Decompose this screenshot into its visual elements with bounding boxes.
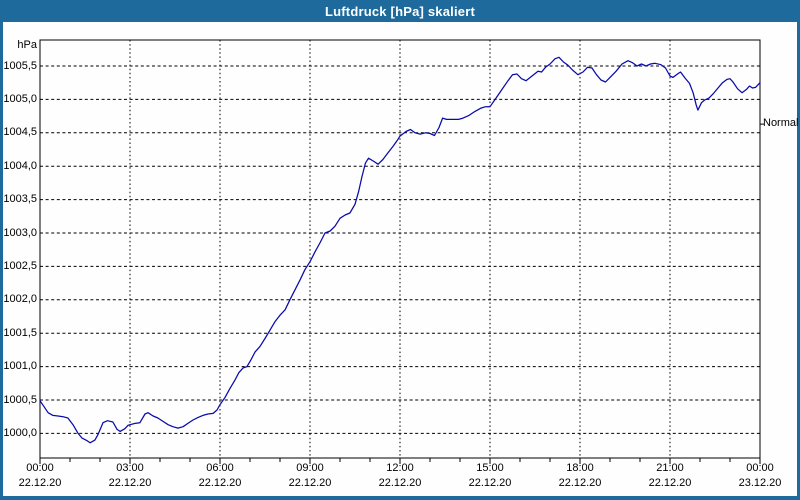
y-tick-label: 1002,5 (3, 259, 37, 272)
window-border-bottom (0, 496, 800, 500)
x-tick-date-label: 22.12.20 (288, 477, 332, 489)
y-axis-unit-label: hPa (17, 39, 37, 51)
y-tick-label: 1001,0 (3, 360, 37, 373)
x-tick-date-label: 22.12.20 (648, 477, 692, 489)
x-tick-time-label: 03:00 (116, 462, 144, 474)
x-tick-date-label: 22.12.20 (558, 477, 602, 489)
x-tick-time-label: 18:00 (566, 462, 594, 474)
x-tick-time-label: 21:00 (656, 462, 684, 474)
window-title: Luftdruck [hPa] skaliert (325, 3, 475, 19)
y-tick-label: 1003,5 (3, 193, 37, 206)
y-tick-label: 1004,5 (3, 126, 37, 139)
x-tick-time-label: 00:00 (26, 462, 54, 474)
x-tick-date-label: 22.12.20 (198, 477, 242, 489)
y-tick-label: 1004,0 (3, 159, 37, 172)
window-border-left (0, 22, 3, 500)
x-tick-time-label: 09:00 (296, 462, 324, 474)
y-tick-label: 1002,0 (3, 293, 37, 306)
x-tick-date-label: 22.12.20 (378, 477, 422, 489)
y-tick-label: 1001,5 (3, 326, 37, 339)
y-tick-label: 1000,5 (3, 393, 37, 406)
y-tick-label: 1005,0 (3, 92, 37, 105)
x-tick-time-label: 00:00 (746, 462, 774, 474)
window-titlebar: Luftdruck [hPa] skaliert (0, 0, 800, 22)
y-tick-label: 1005,5 (3, 59, 37, 72)
window-border-right (797, 22, 800, 500)
x-tick-date-label: 22.12.20 (18, 477, 62, 489)
x-tick-date-label: 22.12.20 (468, 477, 512, 489)
x-tick-date-label: 23.12.20 (738, 477, 782, 489)
x-tick-time-label: 12:00 (386, 462, 414, 474)
y-tick-label: 1003,0 (3, 226, 37, 239)
pressure-line (39, 56, 761, 444)
y-tick-label: 1000,0 (3, 426, 37, 439)
x-tick-date-label: 22.12.20 (108, 477, 152, 489)
x-tick-time-label: 06:00 (206, 462, 234, 474)
normal-annotation-label: Normal (763, 117, 799, 130)
x-tick-time-label: 15:00 (476, 462, 504, 474)
